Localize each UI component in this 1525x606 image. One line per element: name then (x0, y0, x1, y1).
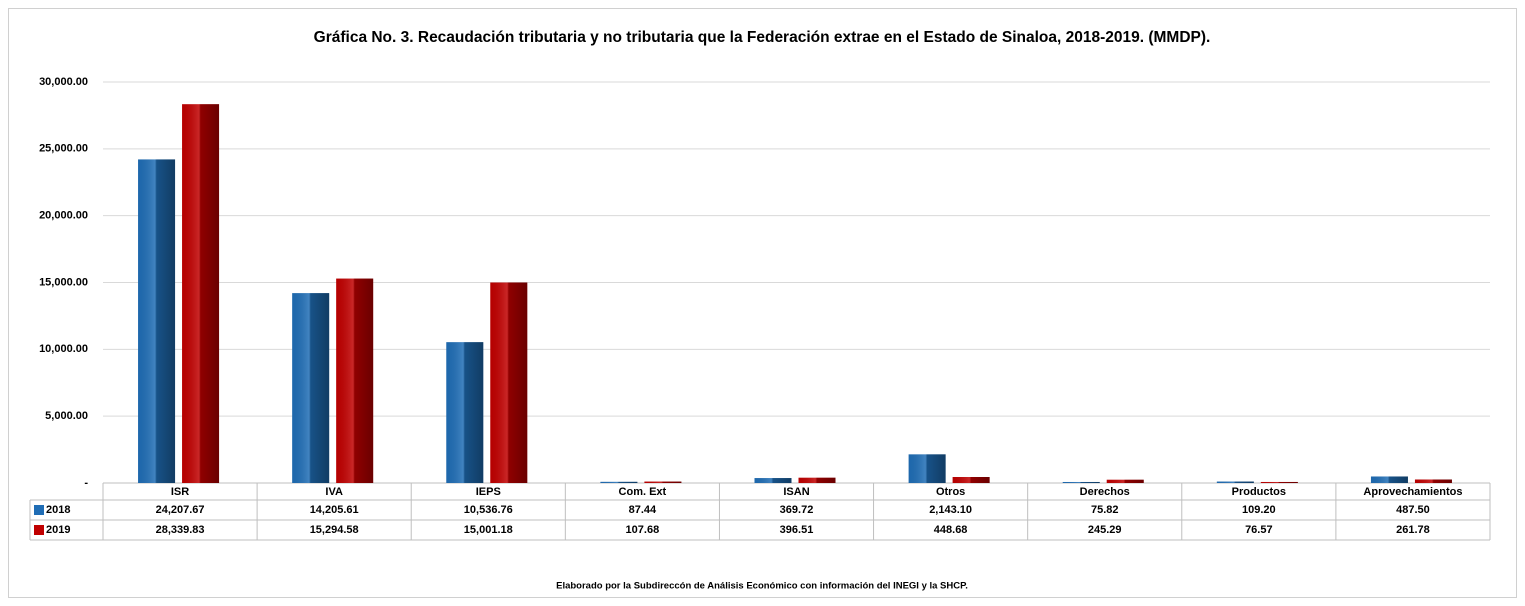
table-value: 28,339.83 (156, 524, 205, 536)
x-tick-label: IVA (325, 486, 343, 498)
table-value: 245.29 (1088, 524, 1122, 536)
x-tick-label: Otros (936, 486, 965, 498)
legend-swatch (34, 525, 44, 535)
bar-shade (336, 278, 374, 483)
table-value: 87.44 (629, 504, 657, 516)
y-tick-label: - (84, 477, 88, 489)
bar-shade (1414, 479, 1452, 483)
legend-label: 2019 (46, 524, 70, 536)
table-value: 10,536.76 (464, 504, 513, 516)
bar-shade (490, 282, 528, 483)
bar-shade (1062, 481, 1100, 483)
y-tick-label: 25,000.00 (39, 143, 88, 155)
bar-shade (600, 481, 638, 483)
bar-shade (292, 293, 330, 483)
legend-label: 2018 (46, 504, 70, 516)
table-value: 261.78 (1396, 524, 1430, 536)
x-tick-label: IEPS (476, 486, 501, 498)
bar-shade (138, 159, 176, 484)
bar-shade (908, 454, 946, 483)
bar-shade (754, 478, 792, 483)
table-value: 15,294.58 (310, 524, 359, 536)
bar-shade (1216, 481, 1254, 483)
y-tick-label: 15,000.00 (39, 276, 88, 288)
y-tick-label: 5,000.00 (45, 410, 88, 422)
y-tick-label: 10,000.00 (39, 343, 88, 355)
bar-shade (1370, 476, 1408, 483)
source-note: Elaborado por la Subdireccón de Análisis… (556, 581, 968, 592)
x-tick-label: Derechos (1080, 486, 1130, 498)
x-tick-label: Productos (1232, 486, 1286, 498)
table-value: 14,205.61 (310, 504, 359, 516)
legend-swatch (34, 505, 44, 515)
bar-shade (1260, 481, 1298, 483)
y-tick-label: 30,000.00 (39, 76, 88, 88)
table-value: 75.82 (1091, 504, 1119, 516)
x-tick-label: Aprovechamientos (1363, 486, 1462, 498)
table-value: 487.50 (1396, 504, 1430, 516)
x-tick-label: ISAN (783, 486, 809, 498)
x-tick-label: Com. Ext (619, 486, 667, 498)
table-value: 109.20 (1242, 504, 1276, 516)
bar-shade (952, 477, 990, 483)
table-value: 448.68 (934, 524, 968, 536)
y-tick-label: 20,000.00 (39, 210, 88, 222)
table-value: 76.57 (1245, 524, 1273, 536)
bar-shade (798, 477, 836, 483)
table-value: 24,207.67 (156, 504, 205, 516)
table-value: 396.51 (780, 524, 814, 536)
table-value: 15,001.18 (464, 524, 513, 536)
chart-title: Gráfica No. 3. Recaudación tributaria y … (314, 29, 1211, 46)
table-value: 2,143.10 (929, 504, 972, 516)
chart-border (8, 8, 1517, 598)
table-value: 107.68 (626, 524, 660, 536)
table-value: 369.72 (780, 504, 814, 516)
bar-shade (1106, 479, 1144, 483)
bar-shade (446, 342, 484, 483)
bar-shade (644, 481, 682, 483)
x-tick-label: ISR (171, 486, 189, 498)
bar-shade (182, 104, 220, 483)
